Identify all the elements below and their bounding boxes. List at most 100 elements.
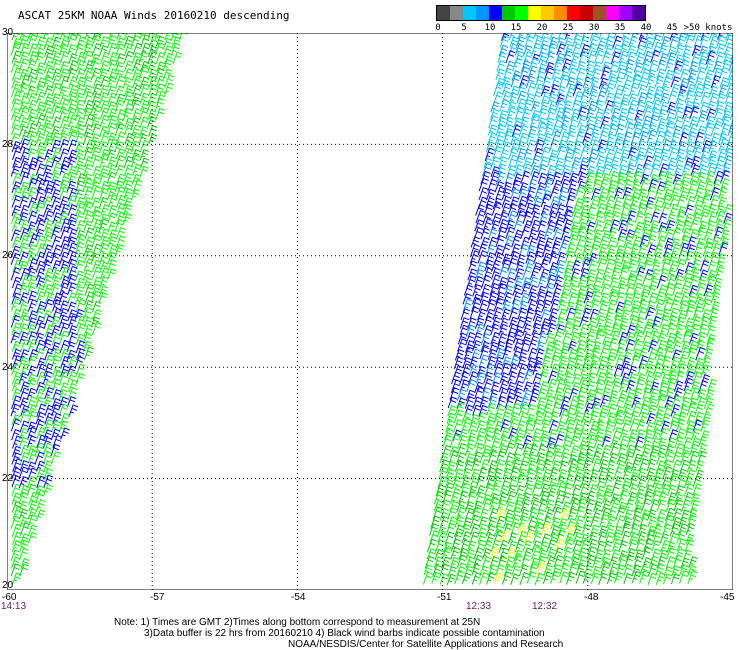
- wind-barb: [546, 267, 557, 281]
- wind-barb: [558, 517, 568, 529]
- wind-barb: [664, 121, 675, 136]
- wind-barb: [532, 362, 543, 376]
- wind-barb: [26, 483, 37, 496]
- wind-barb: [522, 44, 533, 57]
- wind-barb: [60, 266, 71, 281]
- wind-barb: [611, 92, 622, 105]
- wind-barb: [83, 84, 93, 96]
- wind-barb: [470, 413, 480, 425]
- wind-barb: [76, 298, 86, 312]
- wind-barb: [485, 188, 496, 201]
- wind-barb: [537, 107, 548, 122]
- wind-barb: [485, 244, 496, 257]
- wind-barb: [578, 323, 589, 337]
- wind-barb: [491, 202, 502, 216]
- wind-barb: [597, 251, 608, 265]
- wind-barb: [59, 382, 69, 394]
- wind-barb: [508, 147, 518, 161]
- wind-barb: [608, 337, 619, 352]
- wind-barb: [602, 219, 613, 233]
- wind-barb: [92, 226, 103, 240]
- wind-barb: [531, 427, 542, 442]
- wind-barb: [605, 148, 615, 161]
- wind-barb: [83, 132, 93, 145]
- wind-barb: [606, 572, 617, 585]
- wind-barb: [639, 177, 650, 192]
- wind-barb: [672, 125, 682, 137]
- wind-barb: [616, 67, 626, 80]
- lat-lon-grid: [7, 33, 733, 590]
- wind-barb: [601, 61, 611, 73]
- wind-barb: [668, 420, 679, 432]
- wind-barb: [90, 116, 101, 129]
- wind-barb: [83, 257, 94, 272]
- wind-barb: [550, 291, 561, 304]
- lat-label: 28: [2, 139, 14, 150]
- wind-barb: [521, 333, 532, 345]
- wind-barb: [493, 356, 504, 369]
- wind-barb: [586, 213, 596, 225]
- wind-barb: [587, 428, 597, 440]
- wind-barb: [651, 316, 662, 329]
- wind-barb: [91, 206, 101, 217]
- wind-barb: [11, 194, 22, 208]
- wind-barb: [598, 467, 608, 480]
- wind-barb: [19, 427, 29, 440]
- wind-barb: [35, 499, 46, 513]
- wind-barb: [502, 345, 513, 360]
- wind-barb: [483, 203, 494, 216]
- wind-barb: [623, 563, 633, 576]
- wind-barb: [591, 451, 602, 464]
- wind-barb: [684, 370, 695, 384]
- wind-barb: [155, 107, 165, 121]
- wind-barb: [68, 52, 78, 65]
- legend-color-swatch: [502, 6, 515, 20]
- wind-barb: [684, 149, 694, 161]
- wind-barb: [485, 533, 495, 545]
- wind-barb: [91, 196, 101, 208]
- wind-barb: [27, 396, 37, 409]
- wind-barb: [36, 148, 46, 161]
- wind-barb: [635, 261, 646, 273]
- wind-barb: [587, 202, 598, 216]
- wind-barb: [618, 489, 629, 504]
- wind-barb: [547, 370, 558, 384]
- wind-barb: [635, 52, 645, 65]
- wind-barb: [91, 154, 102, 168]
- wind-barb: [654, 196, 664, 208]
- wind-barb: [538, 212, 549, 225]
- wind-barb: [20, 267, 30, 281]
- wind-barb: [554, 433, 565, 448]
- wind-barb: [552, 330, 563, 344]
- wind-barb: [632, 170, 643, 184]
- wind-barb: [35, 347, 45, 360]
- wind-barb: [12, 156, 22, 168]
- wind-barb: [549, 410, 560, 425]
- wind-barb: [155, 75, 166, 88]
- wind-barb: [513, 330, 524, 344]
- wind-barb: [701, 412, 711, 425]
- wind-barb: [637, 362, 647, 376]
- wind-barb: [612, 418, 623, 432]
- wind-barb: [485, 141, 495, 153]
- wind-barb: [132, 42, 143, 56]
- wind-barb: [43, 99, 53, 113]
- wind-barb: [499, 98, 510, 112]
- wind-barb: [439, 516, 450, 529]
- wind-barb: [562, 275, 573, 288]
- wind-barb: [76, 172, 86, 185]
- wind-barb: [709, 186, 720, 201]
- wind-barb: [720, 115, 731, 128]
- wind-barb: [11, 298, 21, 312]
- wind-barb: [729, 110, 733, 120]
- lon-label: -45: [720, 592, 735, 603]
- wind-barb: [500, 426, 511, 440]
- wind-barb: [672, 173, 682, 185]
- wind-barb: [582, 186, 593, 200]
- wind-barb: [531, 381, 541, 393]
- wind-barb: [74, 241, 85, 256]
- wind-barb: [481, 498, 492, 512]
- wind-barb: [574, 402, 585, 416]
- wind-barb: [604, 92, 615, 105]
- wind-barb: [20, 522, 31, 536]
